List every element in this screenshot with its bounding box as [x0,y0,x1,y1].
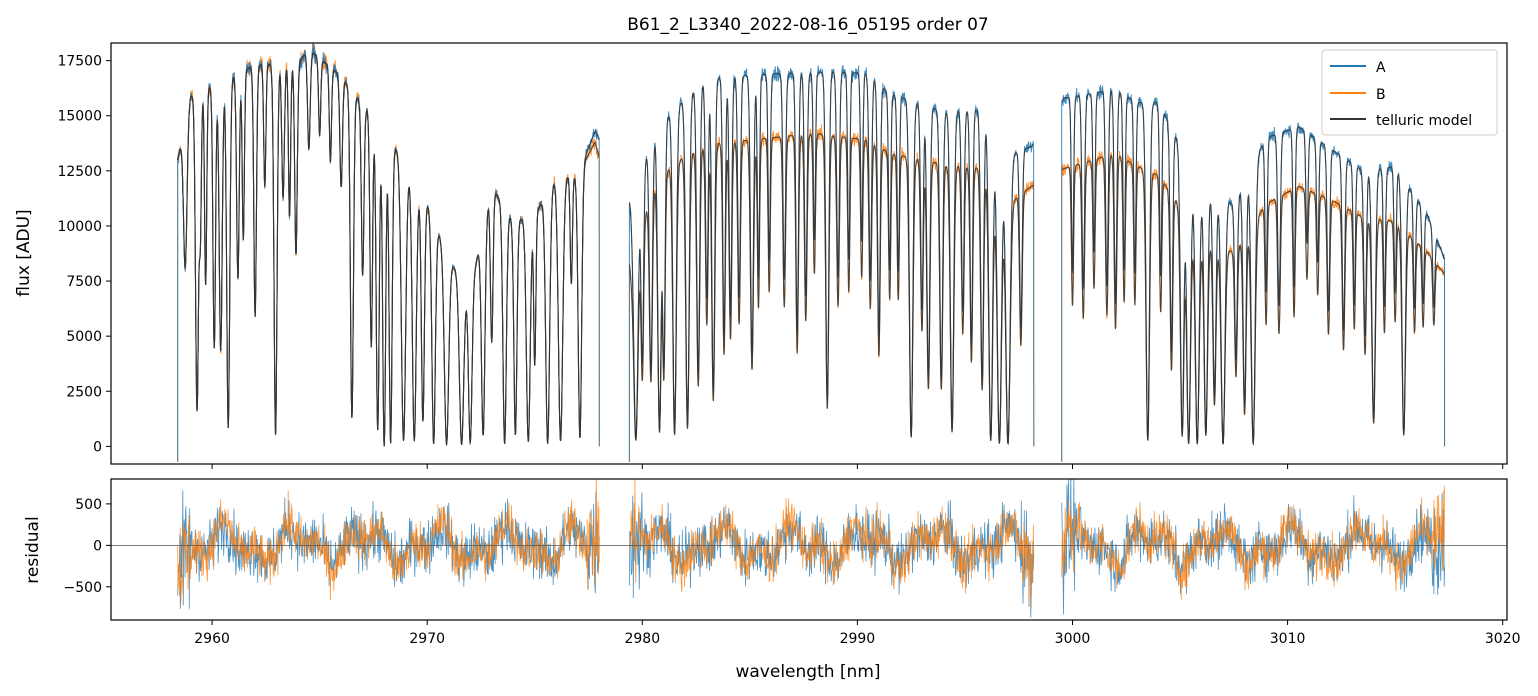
flux-y-ticks: 0 2500 5000 7500 10000 12500 15000 17500 [57,54,111,455]
x-tick-label: 3020 [1485,631,1521,647]
legend-box [1321,49,1498,136]
legend-label-telluric: telluric model [1376,113,1472,129]
residual-panel: 2960 2970 2980 2990 3000 3010 3020 −500 0 500 re… [23,478,1521,682]
x-tick-label: 2990 [840,631,876,647]
residual-y-tick-label: 500 [75,497,102,513]
residual-y-tick-label: 0 [93,538,102,554]
legend-label-a: A [1376,60,1386,76]
flux-y-tick-label: 17500 [57,54,102,70]
legend: A B telluric model [1321,49,1498,136]
flux-y-tick-label: 0 [93,439,102,455]
residual-x-ticks: 2960 2970 2980 2990 3000 3010 3020 [194,620,1521,647]
residual-y-ticks: −500 0 500 [64,497,111,596]
chart-title: B61_2_L3340_2022-08-16_05195 order 07 [627,15,989,35]
flux-y-tick-label: 5000 [66,329,102,345]
x-tick-label: 2980 [624,631,660,647]
residual-y-tick-label: −500 [64,580,102,596]
telluric-model-line-b [177,52,1445,447]
x-tick-label: 3010 [1270,631,1306,647]
flux-y-tick-label: 2500 [66,384,102,400]
residual-axes-frame [110,478,1508,621]
flux-y-tick-label: 10000 [57,219,102,235]
flux-x-ticks [211,464,1504,469]
residual-b-line [177,479,1445,609]
legend-label-b: B [1376,87,1386,103]
x-tick-label: 2960 [194,631,230,647]
flux-y-tick-label: 7500 [66,274,102,290]
flux-y-tick-label: 12500 [57,164,102,180]
x-tick-label: 3000 [1055,631,1091,647]
flux-series-group [177,43,1446,462]
flux-y-axis-label: flux [ADU] [14,209,34,296]
flux-panel: 0 2500 5000 7500 10000 12500 15000 17500 flux [… [14,42,1508,469]
flux-axes-frame [110,42,1508,465]
residual-y-axis-label: residual [23,516,43,583]
x-axis-label: wavelength [nm] [735,662,880,682]
x-tick-label: 2970 [409,631,445,647]
flux-y-tick-label: 15000 [57,109,102,125]
